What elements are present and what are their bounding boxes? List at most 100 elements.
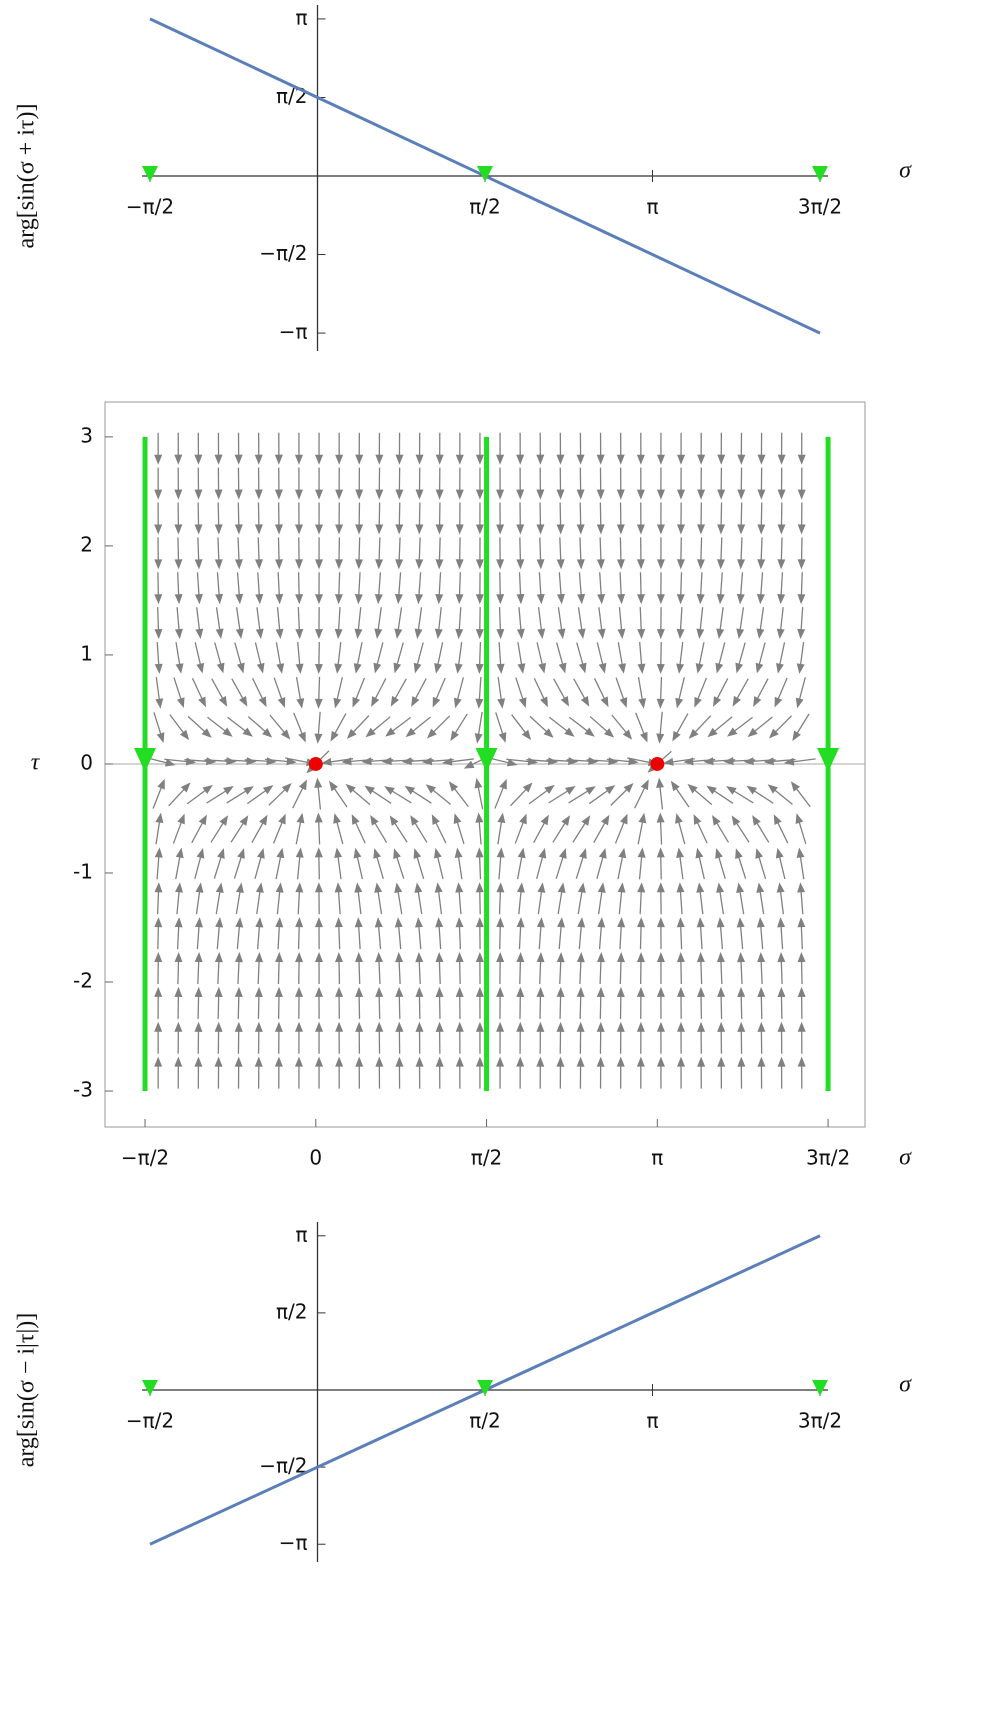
stream-arrow-head [354,594,363,605]
stream-arrow-head [194,559,203,570]
separatrix-arrow [817,747,840,772]
stream-arrow-head [435,559,444,570]
stream-arrow-head [374,882,383,893]
stream-arrow-head [373,848,381,859]
stream-arrow-head [415,1056,424,1067]
stream-arrow-head [716,559,725,570]
stream-arrow-head [234,1021,243,1032]
stream-arrow-head [636,952,645,963]
stream-arrow-head [743,757,754,766]
stream-arrow-head [295,847,304,858]
stream-arrow-head [763,757,774,766]
stream-arrow-head [195,628,204,640]
stream-arrow-head [434,882,443,893]
stream-arrow-head [275,952,284,963]
stream-arrow-head [475,1056,484,1067]
stream-arrow-head [656,847,665,858]
stream-arrow-head [432,696,441,708]
stream-arrow-head [797,524,806,535]
stream-arrow-head [335,489,344,500]
stream-arrow-head [255,952,264,963]
stream-arrow-head [496,663,505,674]
stream-arrow-head [676,594,685,605]
stream-arrow-head [694,696,702,708]
stream-arrow-head [616,454,625,465]
stream-arrow-head [676,847,684,858]
stream-arrow-head [274,1021,283,1032]
stream-arrow-head [314,847,323,858]
stream-arrow-head [617,882,626,893]
stream-arrow-head [638,812,647,824]
stream-arrow-head [415,524,424,535]
stream-arrow-head [622,729,633,740]
stream-arrow-head [334,594,343,605]
stream-arrow-head [410,815,419,826]
stream-arrow-head [697,1056,706,1067]
stream-arrow-head [455,1056,464,1067]
stream-arrow-head [281,783,292,793]
stream-arrow-head [295,917,304,928]
marker [142,1380,158,1396]
stream-arrow-head [455,952,464,963]
stream-arrow-head [243,786,254,795]
stream-arrow-head [516,952,525,963]
stream-arrow-head [543,728,554,738]
stream-arrow-head [597,917,606,928]
stream-arrow-head [255,917,264,928]
stream-arrow-head [576,1021,585,1032]
stream-arrow-head [355,952,364,963]
stream-arrow-head [335,524,344,535]
stream-arrow-head [334,917,343,928]
stream-arrow-head [600,696,609,708]
x-axis-label: σ [899,158,912,184]
stream-arrow-head [174,594,183,605]
stream-arrow-head [294,1056,303,1067]
stream-arrow-head [214,454,223,465]
stream-arrow-head [335,1056,344,1067]
stream-arrow-head [214,559,223,570]
stream-arrow-head [726,786,737,795]
stream-arrow-head [218,695,228,707]
stream-arrow-head [215,628,224,639]
stream-arrow-head [737,952,746,963]
stream-arrow-head [455,882,464,893]
stream-arrow-head [375,952,384,963]
stream-arrow-head [696,882,705,893]
stream-arrow-head [797,594,806,605]
stream-arrow-head [194,454,203,465]
stream-arrow-head [585,786,596,795]
stream-arrow-head [577,917,586,928]
stream-arrow-head [315,594,324,605]
stream-arrow-head [434,628,443,640]
x-tick-label: 3π/2 [798,195,842,219]
stream-arrow-head [415,952,424,963]
x-tick-label: 0 [309,1146,322,1170]
stream-arrow-head [255,593,264,605]
stream-arrow-head [415,1021,424,1032]
stream-arrow-head [737,489,746,500]
stream-arrow-head [434,663,442,674]
stream-arrow-head [706,785,717,795]
stream-arrow-head [214,1021,223,1032]
marker [477,166,493,182]
stream-arrow-head [715,848,723,859]
stream-arrow-head [341,757,352,766]
stream-arrow-head [262,728,273,738]
stream-arrow-head [596,559,605,570]
stream-arrow-head [404,785,416,795]
stream-arrow-head [588,757,599,766]
stream-arrow-head [636,1056,645,1067]
stream-arrow-head [315,524,324,535]
stream-arrow-head [656,952,665,963]
stream-arrow-head [777,524,786,535]
stream-arrow-head [164,758,176,767]
stream-arrow-head [756,628,765,639]
stream-arrow-head [616,952,625,963]
x-tick-label: π/2 [471,1146,503,1170]
stream-arrow-head [395,1056,404,1067]
stream-arrow-head [516,454,525,465]
stream-arrow-head [321,757,332,766]
stream-arrow-head [560,695,570,707]
stream-arrow-head [375,559,384,570]
stream-arrow-head [558,848,567,859]
